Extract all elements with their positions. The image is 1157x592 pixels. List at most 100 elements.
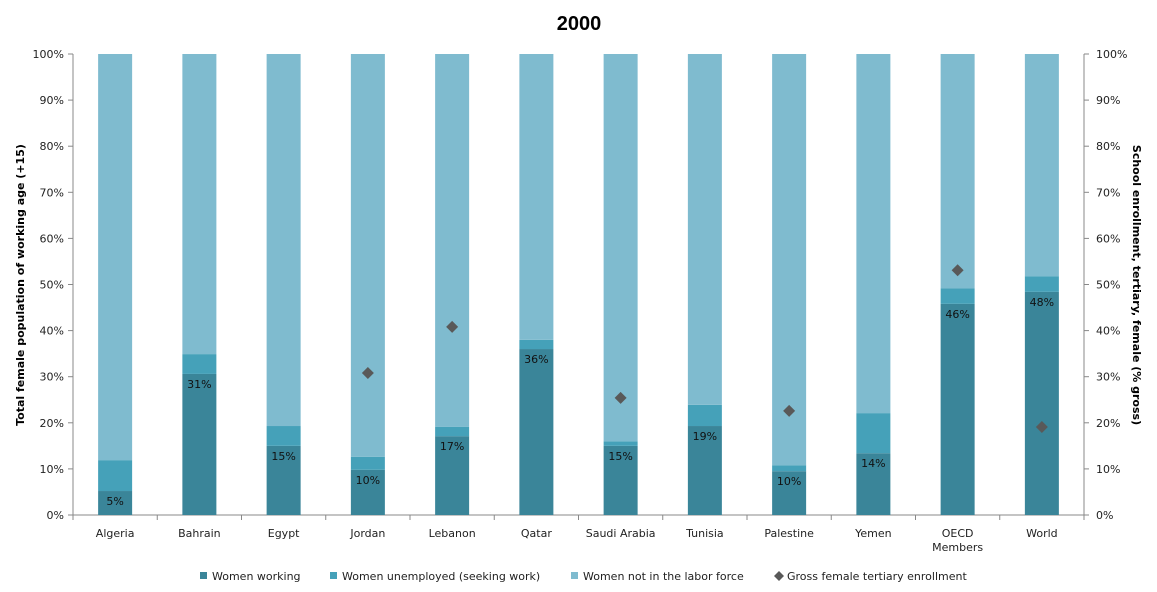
bar-working <box>182 373 217 515</box>
bar-unemployed <box>350 456 385 470</box>
bar-unemployed <box>98 460 133 492</box>
data-label: 15% <box>271 450 295 463</box>
bar-working <box>1024 291 1059 515</box>
data-label: 17% <box>440 440 464 453</box>
legend-swatch <box>571 572 578 579</box>
bar-not-in-labor-force <box>182 54 217 355</box>
x-tick-label: Members <box>932 541 983 554</box>
x-tick-label: Qatar <box>521 527 552 540</box>
x-tick-label: Palestine <box>764 527 814 540</box>
x-tick-label: Egypt <box>268 527 300 540</box>
bar-working <box>687 426 722 515</box>
y2-tick-label: 0% <box>1096 509 1113 522</box>
y-tick-label: 40% <box>40 325 64 338</box>
data-label: 31% <box>187 378 211 391</box>
legend-label: Women working <box>212 570 301 583</box>
bar-not-in-labor-force <box>687 54 722 405</box>
bar-not-in-labor-force <box>266 54 301 427</box>
enrollment-point <box>361 367 374 380</box>
bar-working <box>856 453 891 515</box>
data-label: 19% <box>693 430 717 443</box>
y-tick-label: 20% <box>40 417 64 430</box>
data-label: 10% <box>356 474 380 487</box>
y-tick-label: 80% <box>40 140 64 153</box>
data-label: 14% <box>861 457 885 470</box>
bar-working <box>772 471 807 515</box>
y2-tick-label: 40% <box>1096 325 1120 338</box>
y2-axis-label: School enrollment, tertiary, female (% g… <box>1130 145 1143 425</box>
bar-working <box>940 303 975 515</box>
chart-title: 2000 <box>557 13 602 35</box>
y2-tick-label: 90% <box>1096 94 1120 107</box>
legend-diamond-icon <box>774 571 784 581</box>
bar-not-in-labor-force <box>350 54 385 457</box>
bar-unemployed <box>856 413 891 454</box>
bar-working <box>603 445 638 515</box>
bar-unemployed <box>435 426 470 437</box>
bar-unemployed <box>182 354 217 374</box>
y2-tick-label: 70% <box>1096 186 1120 199</box>
bar-not-in-labor-force <box>435 54 470 427</box>
x-tick-label: Bahrain <box>178 527 221 540</box>
y-tick-label: 0% <box>47 509 64 522</box>
bar-not-in-labor-force <box>772 54 807 466</box>
x-tick-label: OECD <box>942 527 974 540</box>
y2-tick-label: 10% <box>1096 463 1120 476</box>
bar-unemployed <box>772 465 807 472</box>
bar-not-in-labor-force <box>940 54 975 289</box>
y2-tick-label: 60% <box>1096 232 1120 245</box>
enrollment-point <box>614 391 627 404</box>
bar-unemployed <box>687 404 722 427</box>
y-tick-label: 60% <box>40 232 64 245</box>
y2-tick-label: 80% <box>1096 140 1120 153</box>
y2-tick-label: 30% <box>1096 371 1120 384</box>
data-label: 46% <box>945 308 969 321</box>
data-label: 36% <box>524 353 548 366</box>
legend-label: Women not in the labor force <box>583 570 744 583</box>
x-tick-label: Saudi Arabia <box>586 527 656 540</box>
legend-swatch <box>200 572 207 579</box>
data-label: 15% <box>608 450 632 463</box>
y-tick-label: 30% <box>40 371 64 384</box>
x-tick-label: Tunisia <box>685 527 724 540</box>
enrollment-point <box>951 264 964 277</box>
bar-not-in-labor-force <box>856 54 891 414</box>
y2-tick-label: 50% <box>1096 279 1120 292</box>
bar-working <box>435 436 470 515</box>
bar-working <box>266 445 301 515</box>
legend-label: Women unemployed (seeking work) <box>342 570 540 583</box>
y-axis-label: Total female population of working age (… <box>14 144 27 426</box>
bar-unemployed <box>603 441 638 446</box>
bar-not-in-labor-force <box>1024 54 1059 277</box>
x-tick-label: World <box>1026 527 1058 540</box>
legend-swatch <box>330 572 337 579</box>
bar-unemployed <box>1024 276 1059 292</box>
bar-unemployed <box>266 426 301 446</box>
x-tick-label: Lebanon <box>429 527 476 540</box>
bar-unemployed <box>940 288 975 304</box>
y-tick-label: 10% <box>40 463 64 476</box>
y-tick-label: 100% <box>33 48 64 61</box>
y-tick-label: 90% <box>40 94 64 107</box>
data-label: 5% <box>106 495 123 508</box>
bar-working <box>519 349 554 515</box>
x-tick-label: Jordan <box>349 527 385 540</box>
bar-not-in-labor-force <box>603 54 638 442</box>
bar-working <box>98 491 133 515</box>
x-tick-label: Algeria <box>96 527 135 540</box>
y-tick-label: 50% <box>40 279 64 292</box>
enrollment-point <box>1035 420 1048 433</box>
bar-not-in-labor-force <box>519 54 554 340</box>
y2-tick-label: 20% <box>1096 417 1120 430</box>
bar-working <box>350 469 385 515</box>
enrollment-point <box>446 320 459 333</box>
data-label: 10% <box>777 475 801 488</box>
data-label: 48% <box>1030 296 1054 309</box>
legend-label: Gross female tertiary enrollment <box>787 570 967 583</box>
bar-unemployed <box>519 339 554 350</box>
enrollment-point <box>783 404 796 417</box>
y-tick-label: 70% <box>40 186 64 199</box>
y2-tick-label: 100% <box>1096 48 1127 61</box>
x-tick-label: Yemen <box>854 527 892 540</box>
